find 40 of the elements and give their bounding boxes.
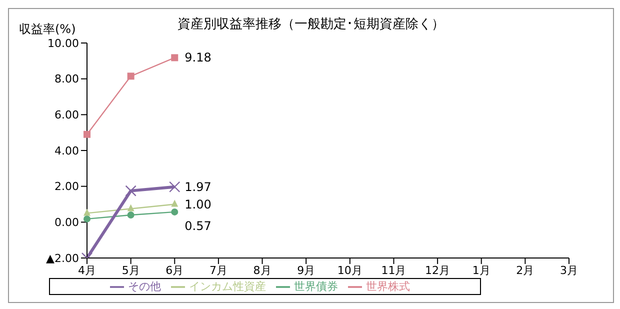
y-tick-label: 8.00 — [54, 72, 79, 86]
point — [127, 72, 134, 80]
x-tick-label: 9月 — [297, 264, 316, 277]
x-tick-label: 1月 — [472, 264, 490, 277]
y-tick-label: ▲2.00 — [46, 252, 79, 265]
point — [171, 208, 178, 216]
point — [127, 212, 134, 218]
x-tick-label: 2月 — [516, 264, 534, 277]
data-label: 9.18 — [184, 50, 212, 65]
point — [171, 54, 178, 62]
y-tick-label: 6.00 — [54, 108, 79, 122]
chart-title: 資産別収益率推移（一般勘定･短期資産除く） — [178, 17, 444, 32]
x-tick-label: 7月 — [209, 264, 228, 277]
point — [127, 204, 134, 212]
x-tick-label: 8月 — [253, 264, 272, 277]
x-tick-label: 3月 — [560, 264, 578, 277]
y-tick-label: 4.00 — [54, 144, 79, 158]
data-label: 1.00 — [184, 197, 212, 212]
x-tick-label: 12月 — [425, 264, 450, 277]
point — [84, 215, 90, 222]
legend-label: インカム性資産 — [189, 280, 266, 293]
y-axis-title: 収益率(%) — [19, 21, 76, 38]
y-tick-label: 0.00 — [54, 216, 79, 230]
legend-label: 世界株式 — [366, 280, 410, 293]
legend-label: 世界債券 — [294, 280, 338, 293]
y-tick-label: 2.00 — [54, 180, 79, 194]
point — [84, 208, 90, 216]
x-tick-label: 5月 — [122, 264, 140, 277]
x-tick-label: 10月 — [337, 264, 362, 277]
legend-label: その他 — [128, 280, 161, 293]
data-label: 1.97 — [184, 180, 212, 194]
point — [169, 181, 180, 192]
point — [125, 185, 136, 196]
x-tick-label: 6月 — [166, 264, 184, 277]
x-tick-label: 4月 — [78, 264, 96, 277]
data-label: 0.57 — [184, 218, 212, 233]
x-tick-label: 11月 — [381, 264, 406, 277]
y-tick-label: 10.00 — [48, 36, 79, 50]
point — [171, 200, 178, 207]
point — [84, 130, 90, 138]
